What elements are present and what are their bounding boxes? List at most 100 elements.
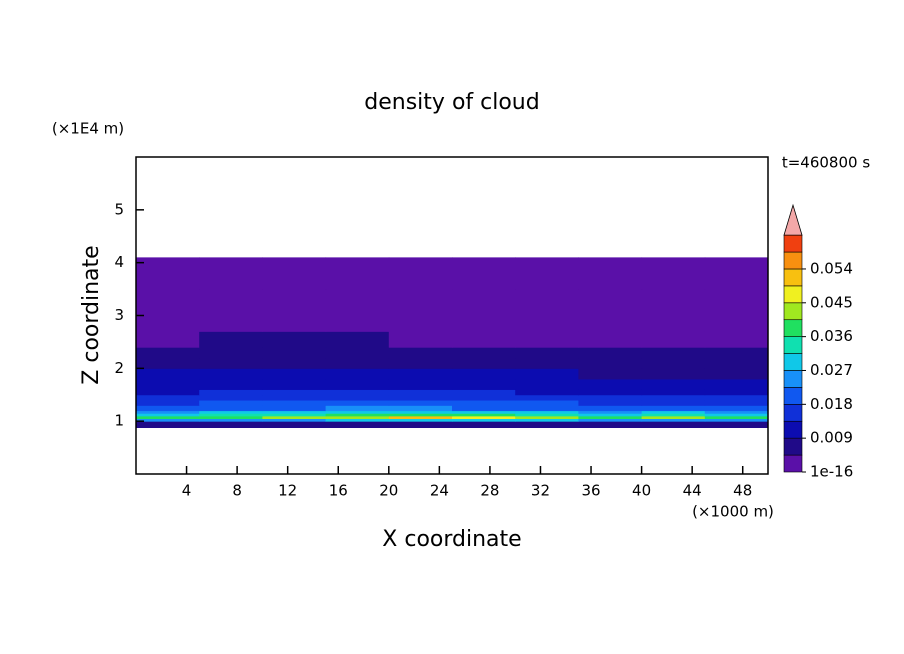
cell bbox=[388, 331, 453, 348]
cell bbox=[388, 400, 453, 406]
cell bbox=[515, 289, 579, 316]
cell bbox=[388, 289, 453, 316]
cell bbox=[325, 347, 390, 359]
cell bbox=[199, 389, 263, 396]
cell bbox=[136, 389, 200, 396]
cell bbox=[262, 400, 327, 406]
cell bbox=[136, 347, 200, 359]
cell bbox=[641, 405, 706, 412]
cell bbox=[388, 415, 453, 420]
cell bbox=[641, 410, 706, 414]
colorbar-band bbox=[783, 268, 803, 287]
cell bbox=[452, 331, 516, 348]
cell bbox=[262, 389, 327, 396]
cell bbox=[388, 315, 453, 332]
cell bbox=[199, 257, 263, 290]
cell bbox=[452, 289, 516, 316]
cell bbox=[199, 394, 263, 401]
colorbar-tick-label: 0.027 bbox=[810, 361, 853, 379]
cell bbox=[515, 405, 579, 412]
cell bbox=[515, 378, 579, 390]
x-tick-label: 44 bbox=[683, 482, 702, 500]
cell bbox=[578, 378, 643, 390]
cell bbox=[578, 413, 643, 417]
cell bbox=[325, 289, 390, 316]
cell bbox=[704, 389, 769, 396]
cell bbox=[325, 405, 390, 412]
cell bbox=[325, 331, 390, 348]
cell bbox=[578, 394, 643, 401]
cell bbox=[388, 405, 453, 412]
colorbar-tick-label: 0.009 bbox=[810, 429, 853, 447]
colorbar-band bbox=[783, 234, 803, 253]
cell bbox=[578, 421, 643, 429]
x-tick-label: 16 bbox=[329, 482, 348, 500]
cell bbox=[515, 394, 579, 401]
cell bbox=[452, 315, 516, 332]
cell bbox=[704, 410, 769, 414]
cell bbox=[641, 413, 706, 417]
cell bbox=[641, 389, 706, 396]
cell bbox=[704, 331, 769, 348]
cell bbox=[388, 389, 453, 396]
x-tick-label: 48 bbox=[733, 482, 752, 500]
cell bbox=[578, 347, 643, 359]
cell bbox=[515, 331, 579, 348]
cell bbox=[325, 357, 390, 369]
cell bbox=[325, 389, 390, 396]
cell bbox=[704, 289, 769, 316]
cell bbox=[704, 413, 769, 417]
cell bbox=[641, 400, 706, 406]
cell bbox=[262, 394, 327, 401]
colorbar-tick-label: 0.045 bbox=[810, 293, 853, 311]
cell bbox=[199, 421, 263, 429]
cell bbox=[199, 368, 263, 380]
cell bbox=[515, 347, 579, 359]
cell bbox=[641, 315, 706, 332]
colorbar-band bbox=[783, 251, 803, 270]
cell bbox=[325, 378, 390, 390]
cell bbox=[515, 421, 579, 429]
cell bbox=[136, 257, 200, 290]
cell bbox=[641, 378, 706, 390]
colorbar-band bbox=[783, 387, 803, 405]
cell bbox=[641, 347, 706, 359]
cell bbox=[199, 405, 263, 412]
chart-title: density of cloud bbox=[364, 90, 539, 115]
cell bbox=[452, 368, 516, 380]
colorbar-band bbox=[783, 353, 803, 371]
y-tick-label: 1 bbox=[114, 412, 124, 430]
colorbar-band bbox=[783, 285, 803, 304]
cell bbox=[199, 289, 263, 316]
cell bbox=[641, 394, 706, 401]
cell bbox=[515, 415, 579, 420]
cell bbox=[704, 257, 769, 290]
x-tick-label: 40 bbox=[632, 482, 651, 500]
colorbar-extension bbox=[783, 203, 803, 236]
cell bbox=[325, 410, 390, 414]
cell bbox=[136, 368, 200, 380]
cell bbox=[641, 357, 706, 369]
cell bbox=[641, 368, 706, 380]
colorbar-tick-label: 0.018 bbox=[810, 395, 853, 413]
cell bbox=[578, 405, 643, 412]
cell bbox=[325, 315, 390, 332]
colorbar-tick-label: 1e-16 bbox=[810, 463, 853, 481]
cell bbox=[388, 410, 453, 414]
cell bbox=[641, 257, 706, 290]
cell bbox=[199, 400, 263, 406]
cell bbox=[325, 394, 390, 401]
y-unit: (×1E4 m) bbox=[52, 120, 124, 138]
x-tick-label: 32 bbox=[531, 482, 550, 500]
cell bbox=[199, 378, 263, 390]
cell bbox=[578, 368, 643, 380]
cell bbox=[388, 421, 453, 429]
cell bbox=[199, 357, 263, 369]
cell bbox=[262, 418, 327, 422]
cell bbox=[578, 289, 643, 316]
cell bbox=[515, 357, 579, 369]
x-axis-label: X coordinate bbox=[382, 527, 521, 552]
colorbar-band bbox=[783, 319, 803, 337]
